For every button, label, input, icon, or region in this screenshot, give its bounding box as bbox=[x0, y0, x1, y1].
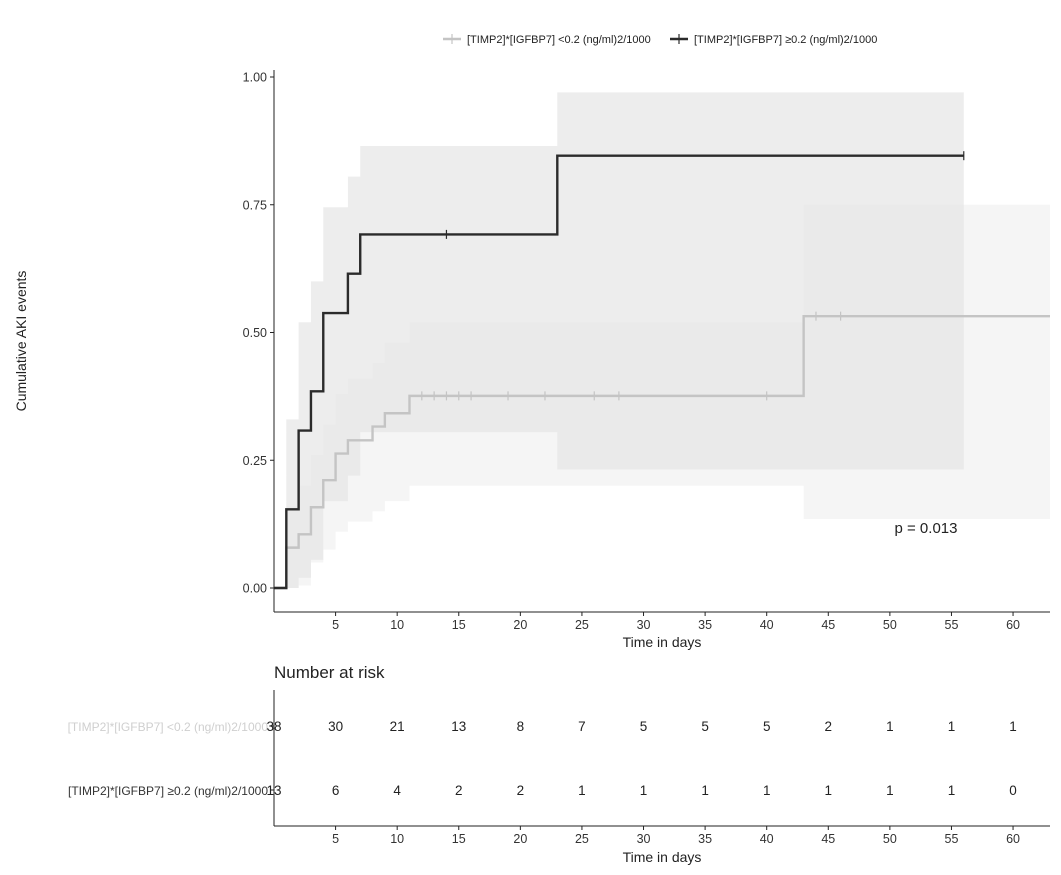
legend-label-high: [TIMP2]*[IGFBP7] ≥0.2 (ng/ml)2/1000 bbox=[694, 34, 877, 46]
risk-count: 1 bbox=[701, 783, 709, 798]
risk-count: 5 bbox=[701, 719, 709, 734]
main-axes bbox=[273, 70, 1050, 613]
risk-count: 1 bbox=[640, 783, 648, 798]
risk-x-tick-label: 25 bbox=[575, 832, 589, 846]
risk-x-tick-label: 20 bbox=[513, 832, 527, 846]
x-tick-label: 55 bbox=[945, 618, 959, 632]
km-curve-low bbox=[274, 314, 1050, 590]
risk-count: 30 bbox=[328, 719, 343, 734]
x-tick-label: 15 bbox=[452, 618, 466, 632]
risk-x-ticks: 5 10 15 20 25 30 35 40 45 50 55 60 bbox=[332, 826, 1020, 846]
risk-count: 5 bbox=[640, 719, 648, 734]
risk-count: 1 bbox=[763, 783, 771, 798]
x-tick-label: 45 bbox=[821, 618, 835, 632]
x-tick-label: 25 bbox=[575, 618, 589, 632]
ci-band-high bbox=[274, 92, 964, 588]
y-tick-label: 0.50 bbox=[243, 326, 267, 340]
risk-table-axes bbox=[270, 690, 1050, 827]
risk-count: 1 bbox=[886, 719, 894, 734]
risk-count: 5 bbox=[763, 719, 771, 734]
censor-marks bbox=[421, 151, 965, 401]
risk-count: 13 bbox=[451, 719, 466, 734]
y-ticks: 0.00 0.25 0.50 0.75 1.00 bbox=[243, 71, 274, 596]
risk-count: 7 bbox=[578, 719, 586, 734]
x-tick-label: 10 bbox=[390, 618, 404, 632]
risk-count: 1 bbox=[948, 719, 956, 734]
risk-count: 0 bbox=[1009, 783, 1017, 798]
risk-count: 38 bbox=[266, 719, 281, 734]
y-axis-label: Cumulative AKI events bbox=[13, 271, 29, 412]
risk-count: 2 bbox=[825, 719, 833, 734]
risk-x-tick-label: 60 bbox=[1006, 832, 1020, 846]
risk-x-tick-label: 10 bbox=[390, 832, 404, 846]
km-curves bbox=[274, 154, 1050, 590]
risk-count: 1 bbox=[825, 783, 833, 798]
x-tick-label: 60 bbox=[1006, 618, 1020, 632]
risk-x-tick-label: 55 bbox=[945, 832, 959, 846]
risk-x-axis-label: Time in days bbox=[623, 849, 702, 865]
risk-row-label-low: [TIMP2]*[IGFBP7] <0.2 (ng/ml)2/1000 bbox=[68, 720, 269, 734]
risk-x-tick-label: 50 bbox=[883, 832, 897, 846]
y-tick-label: 0.25 bbox=[243, 454, 267, 468]
y-tick-label: 0.00 bbox=[243, 582, 267, 596]
risk-x-tick-label: 30 bbox=[637, 832, 651, 846]
risk-count: 2 bbox=[517, 783, 525, 798]
risk-count: 13 bbox=[266, 783, 281, 798]
risk-count: 21 bbox=[390, 719, 405, 734]
risk-table-counts: 38 30 21 13 8 7 5 5 5 2 1 1 113 6 4 2 2 1 1 1 1 1 1 1 0 bbox=[266, 719, 1016, 798]
risk-x-tick-label: 45 bbox=[821, 832, 835, 846]
p-value-annotation: p = 0.013 bbox=[895, 520, 958, 537]
risk-row-label-high: [TIMP2]*[IGFBP7] ≥0.2 (ng/ml)2/1000 bbox=[68, 784, 268, 798]
risk-count: 1 bbox=[948, 783, 956, 798]
x-tick-label: 20 bbox=[513, 618, 527, 632]
x-tick-label: 35 bbox=[698, 618, 712, 632]
risk-x-tick-label: 5 bbox=[332, 832, 339, 846]
risk-x-tick-label: 40 bbox=[760, 832, 774, 846]
x-tick-label: 5 bbox=[332, 618, 339, 632]
risk-count: 1 bbox=[1009, 719, 1017, 734]
risk-count: 8 bbox=[517, 719, 525, 734]
confidence-bands bbox=[274, 92, 1050, 588]
risk-count: 1 bbox=[886, 783, 894, 798]
x-tick-label: 50 bbox=[883, 618, 897, 632]
x-tick-label: 40 bbox=[760, 618, 774, 632]
y-tick-label: 0.75 bbox=[243, 198, 267, 212]
risk-x-tick-label: 15 bbox=[452, 832, 466, 846]
legend-label-low: [TIMP2]*[IGFBP7] <0.2 (ng/ml)2/1000 bbox=[467, 34, 651, 46]
km-curve-high bbox=[274, 154, 964, 590]
legend: [TIMP2]*[IGFBP7] <0.2 (ng/ml)2/1000 [TIM… bbox=[443, 34, 877, 46]
x-tick-label: 30 bbox=[637, 618, 651, 632]
x-axis-label: Time in days bbox=[623, 634, 702, 650]
risk-count: 1 bbox=[578, 783, 586, 798]
risk-count: 4 bbox=[393, 783, 401, 798]
y-tick-label: 1.00 bbox=[243, 71, 267, 85]
risk-count: 2 bbox=[455, 783, 463, 798]
risk-table-title: Number at risk bbox=[274, 663, 385, 682]
x-ticks: 5 10 15 20 25 30 35 40 45 50 55 60 bbox=[332, 612, 1020, 632]
risk-x-tick-label: 35 bbox=[698, 832, 712, 846]
risk-count: 6 bbox=[332, 783, 340, 798]
